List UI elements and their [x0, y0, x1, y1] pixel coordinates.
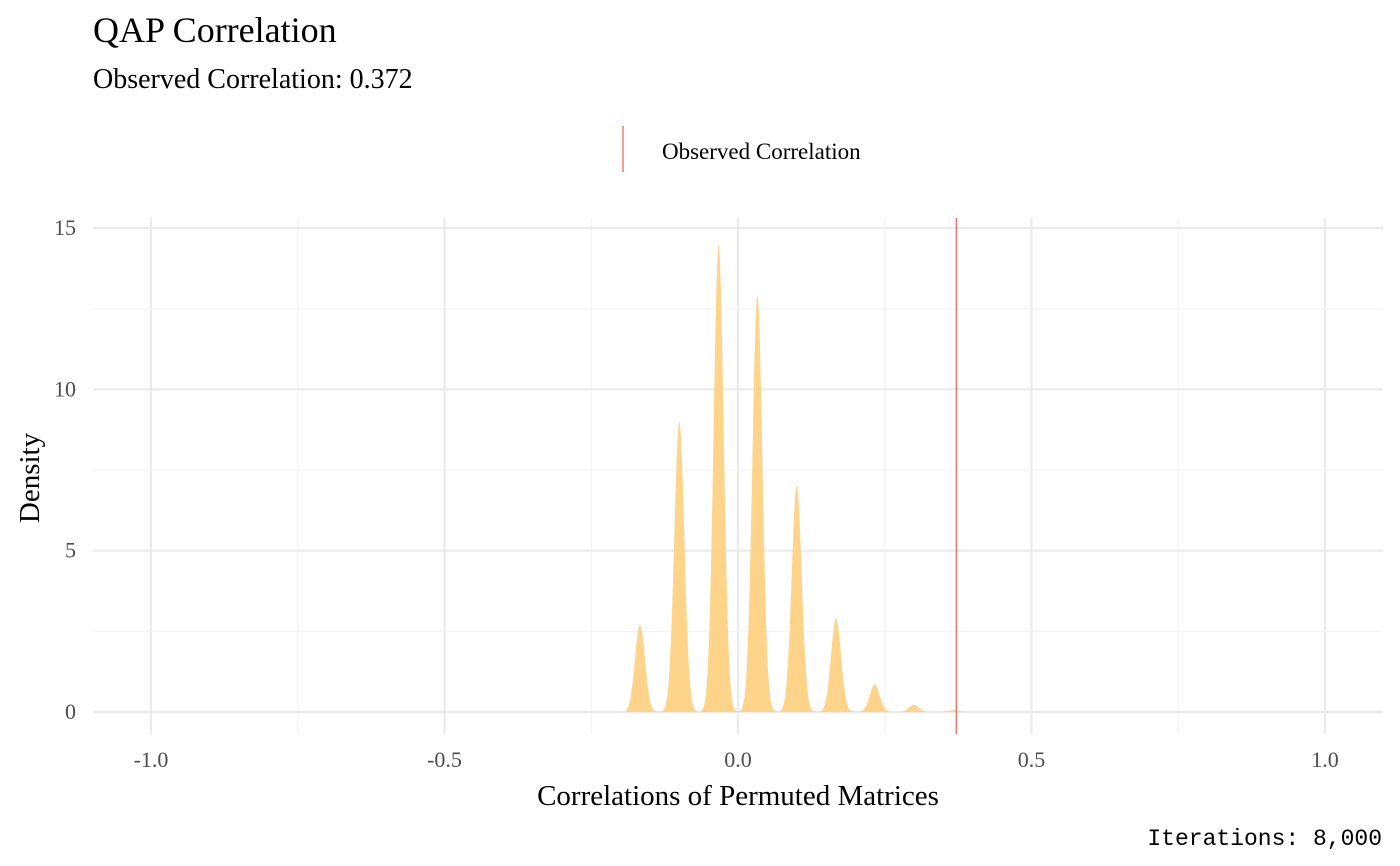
grid-lines	[93, 218, 1383, 734]
y-tick-label: 10	[54, 376, 76, 401]
chart-subtitle: Observed Correlation: 0.372	[93, 64, 413, 95]
x-tick-label: -0.5	[427, 747, 462, 772]
y-axis-tick-labels: 0 5 10 15	[54, 215, 76, 724]
legend-label-observed-correlation: Observed Correlation	[662, 139, 861, 164]
density-area	[626, 244, 979, 712]
x-axis-tick-labels: -1.0 -0.5 0.0 0.5 1.0	[134, 747, 1339, 772]
caption-iterations: Iterations: 8,000	[1147, 826, 1382, 852]
x-tick-label: 0.5	[1018, 747, 1046, 772]
y-tick-label: 15	[54, 215, 76, 240]
legend: Observed Correlation	[622, 126, 861, 172]
x-tick-label: 1.0	[1311, 747, 1339, 772]
density-area-layer	[626, 244, 979, 712]
x-tick-label: 0.0	[724, 747, 752, 772]
y-tick-label: 0	[65, 699, 76, 724]
chart-title: QAP Correlation	[93, 10, 337, 50]
x-tick-label: -1.0	[134, 747, 169, 772]
y-tick-label: 5	[65, 538, 76, 563]
y-axis-label: Density	[14, 432, 46, 523]
x-axis-label: Correlations of Permuted Matrices	[537, 780, 939, 812]
